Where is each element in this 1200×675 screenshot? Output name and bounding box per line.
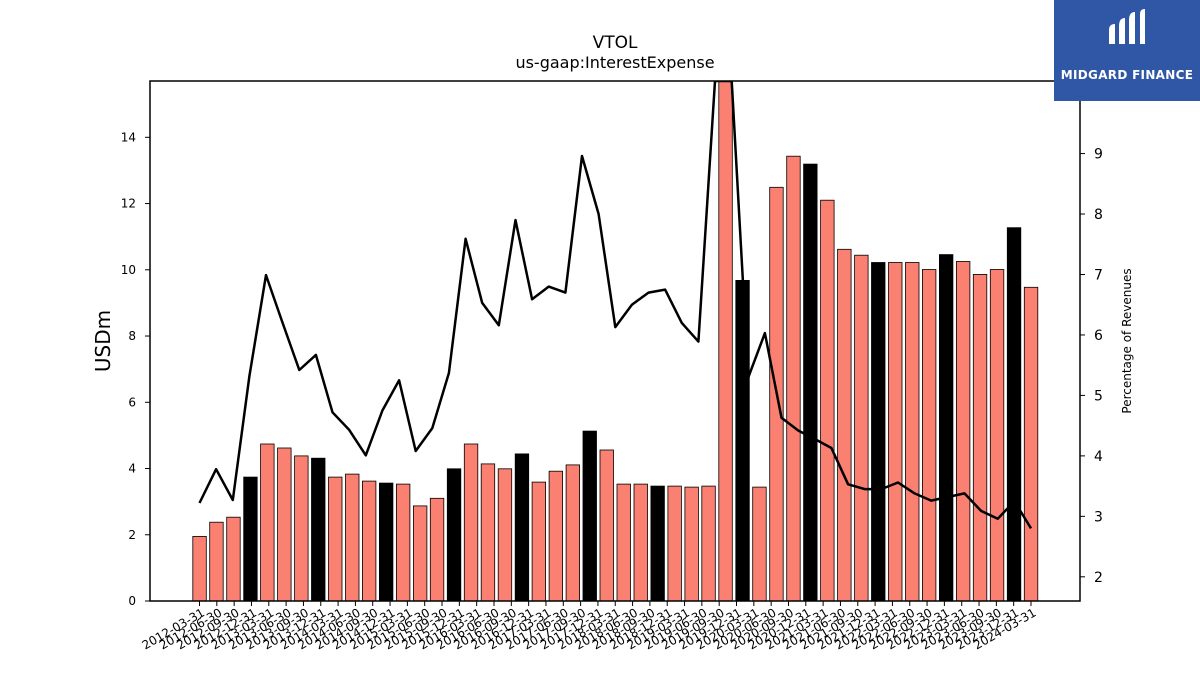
bar — [548, 470, 563, 602]
bar — [956, 261, 971, 602]
y2-tick-label: 8 — [1094, 207, 1103, 223]
bar — [989, 269, 1005, 602]
bar — [192, 536, 207, 602]
bar — [684, 486, 699, 602]
y-tick-label: 10 — [121, 263, 136, 277]
bar — [786, 155, 801, 602]
y2-tick-label: 9 — [1094, 147, 1103, 163]
bar — [209, 521, 224, 602]
bar — [277, 447, 292, 602]
bar — [735, 279, 750, 602]
bar — [497, 468, 513, 602]
logo-mark-icon — [1109, 9, 1145, 44]
brand-name: MIDGARD FINANCE — [1060, 68, 1194, 82]
y-tick-label: 4 — [128, 462, 136, 476]
y2-tick-label: 4 — [1094, 449, 1103, 465]
bar — [429, 497, 445, 602]
bar — [650, 485, 665, 602]
bar — [633, 483, 648, 602]
bar — [565, 464, 580, 602]
bar — [243, 476, 258, 602]
bar — [1023, 286, 1039, 602]
bar — [599, 449, 614, 602]
bar — [378, 482, 394, 602]
y2-tick-label: 5 — [1094, 388, 1103, 404]
y2-axis: 2 3 4 5 6 7 8 9 — [1080, 147, 1103, 586]
bar — [582, 430, 597, 602]
bar — [972, 273, 988, 602]
bar — [294, 455, 309, 602]
bar — [905, 262, 920, 602]
y-axis: 0 2 4 6 8 10 12 14 — [121, 130, 150, 608]
bar — [888, 262, 903, 602]
y-tick-label: 0 — [128, 594, 136, 608]
y-axis-label: USDm — [91, 310, 115, 372]
bar — [395, 483, 411, 602]
y2-axis-label: Percentage of Revenues — [1120, 268, 1134, 413]
bar — [667, 485, 682, 602]
series-line — [198, 81, 1033, 530]
bar — [922, 269, 937, 602]
bar — [412, 505, 428, 602]
bar — [871, 262, 886, 602]
bar — [260, 443, 275, 602]
line-layer — [198, 81, 1033, 530]
bar — [311, 457, 326, 602]
bar — [345, 473, 360, 602]
y-tick-label: 14 — [121, 130, 136, 144]
bar — [803, 163, 818, 602]
bar — [361, 480, 377, 602]
bar — [701, 485, 716, 602]
y2-tick-label: 7 — [1094, 267, 1103, 283]
y-tick-label: 2 — [128, 528, 136, 542]
y-tick-label: 6 — [128, 395, 136, 409]
bar — [752, 486, 767, 602]
x-axis: 2012-03-312012-06-302012-09-302012-12-31… — [140, 601, 1039, 652]
bar-group — [192, 80, 1039, 602]
y-tick-label: 12 — [121, 197, 136, 211]
bar — [939, 254, 954, 602]
bar — [328, 476, 343, 602]
chart-subtitle: us-gaap:InterestExpense — [515, 53, 714, 72]
bar — [1006, 227, 1022, 602]
bar — [820, 199, 835, 602]
bar — [854, 254, 869, 602]
bar — [446, 468, 462, 602]
bar — [837, 248, 852, 602]
y2-tick-label: 2 — [1094, 570, 1103, 586]
brand-logo: MIDGARD FINANCE — [1054, 0, 1200, 101]
bar — [480, 463, 496, 602]
chart-title: VTOL — [593, 33, 638, 53]
bar — [616, 483, 631, 602]
bar — [463, 443, 479, 602]
bar — [514, 453, 530, 602]
bar — [226, 516, 241, 602]
bar — [531, 481, 546, 602]
y2-tick-label: 3 — [1094, 509, 1103, 525]
y2-tick-label: 6 — [1094, 328, 1103, 344]
y-tick-label: 8 — [128, 329, 136, 343]
bar — [718, 80, 733, 602]
